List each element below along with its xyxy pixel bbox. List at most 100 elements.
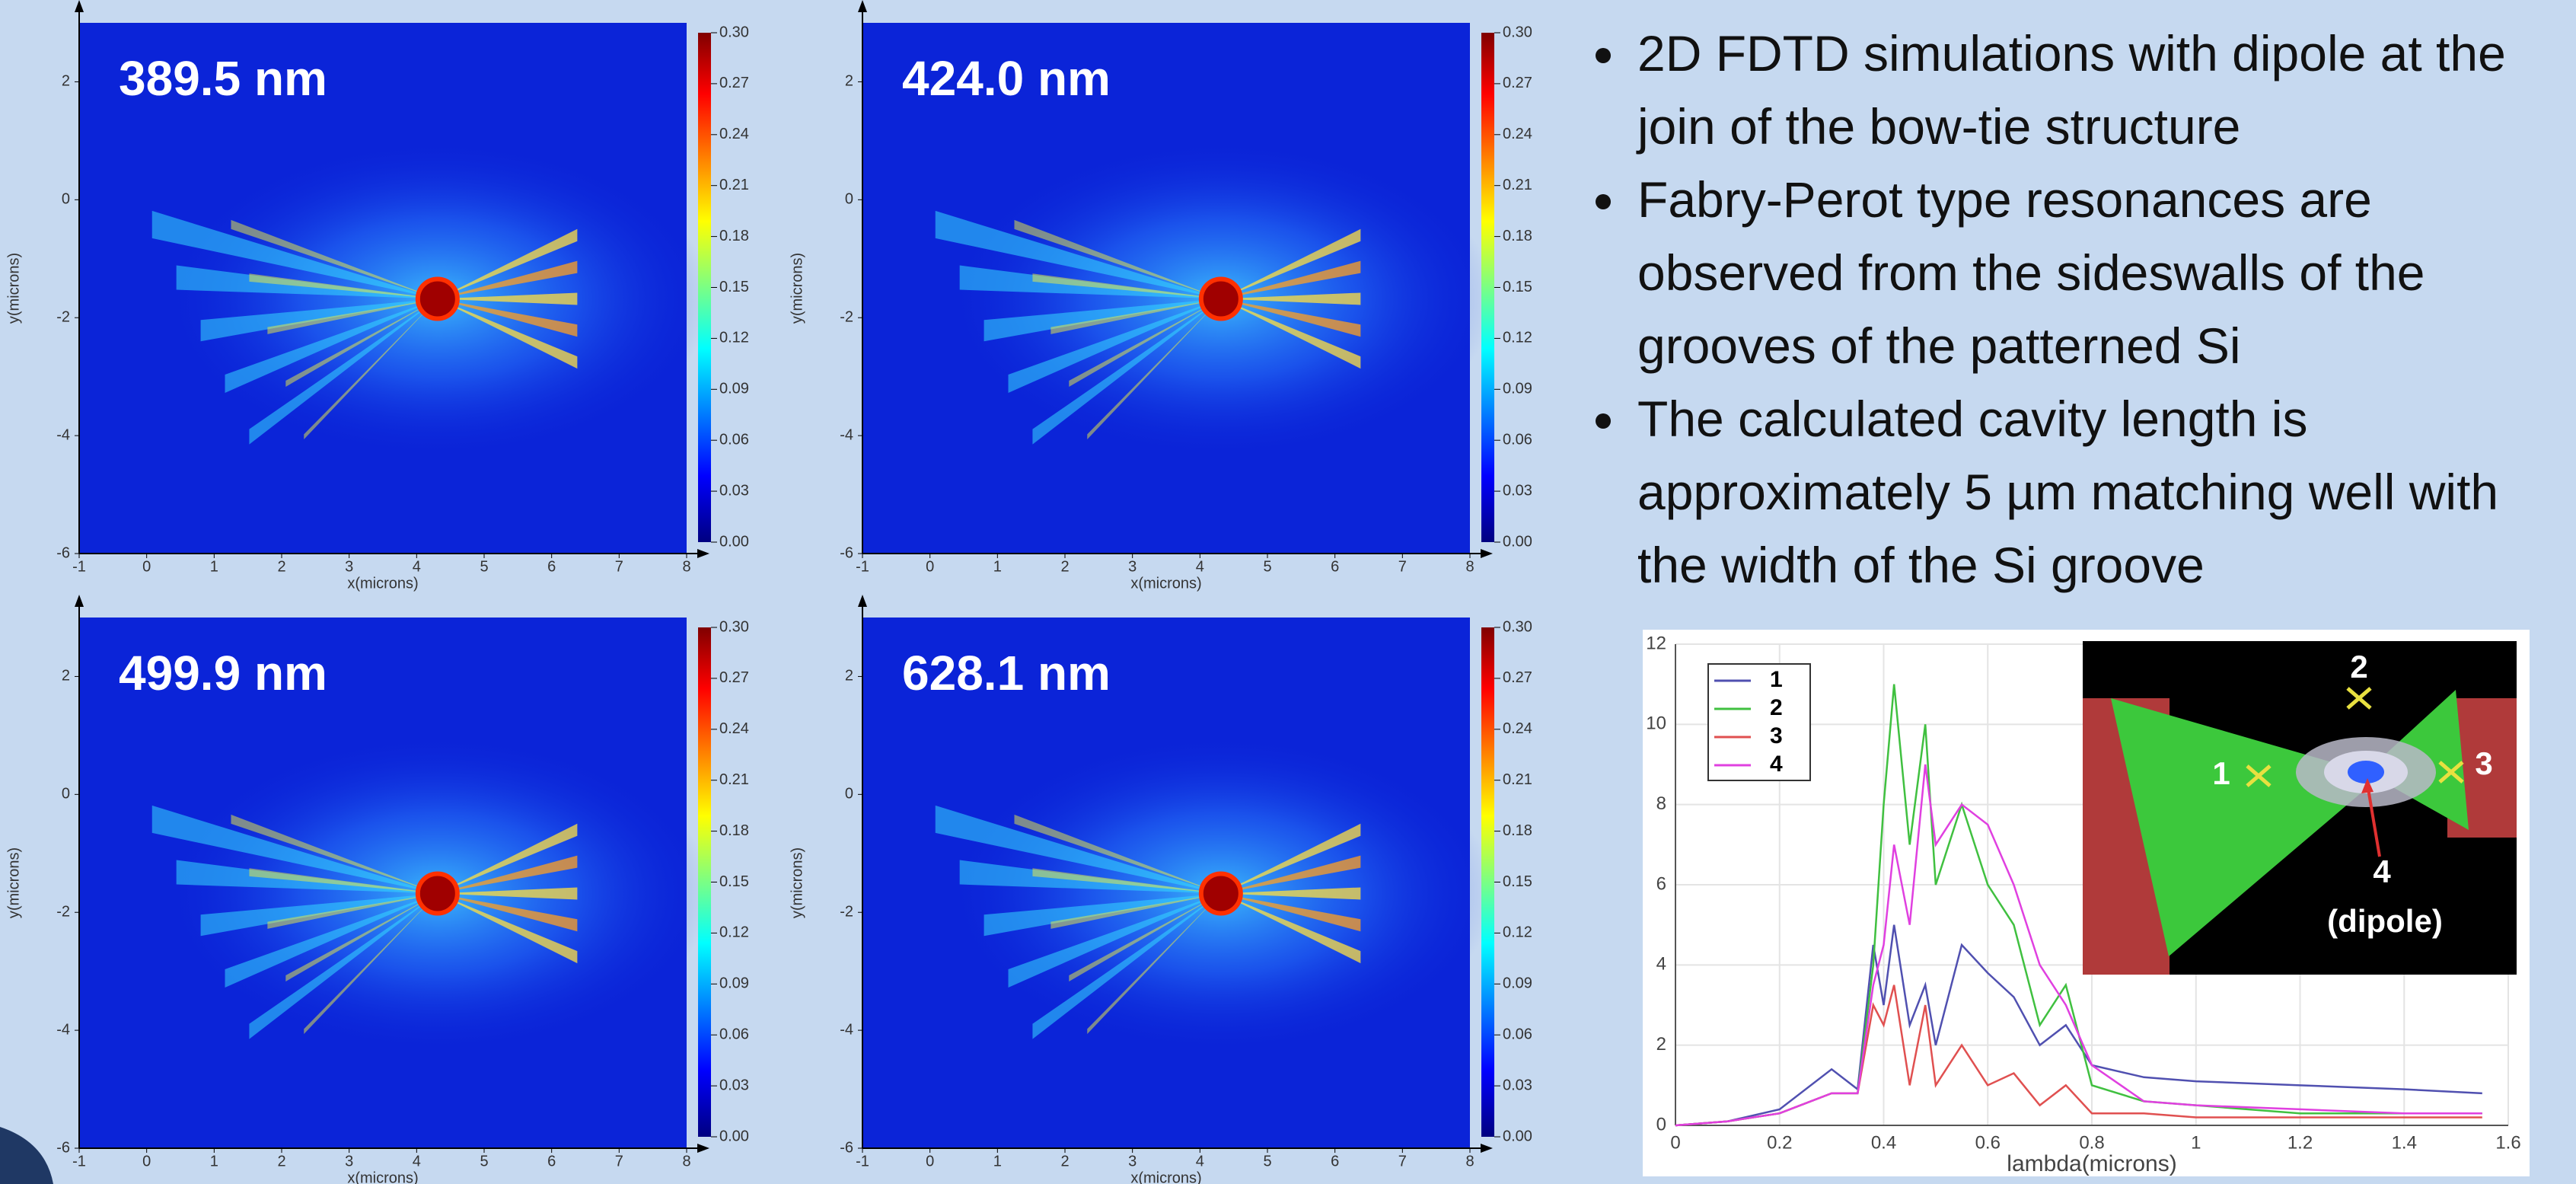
x-tick-label: 6 (1331, 1153, 1339, 1170)
colorbar (1481, 627, 1494, 1137)
colorbar (1481, 33, 1494, 542)
y-tick-label: -4 (56, 426, 70, 443)
y-tick-label: 2 (1656, 1034, 1666, 1055)
x-tick-label: 7 (615, 558, 623, 575)
y-tick-label: -4 (840, 426, 853, 443)
x-tick-label: 0.2 (1767, 1132, 1792, 1153)
colorbar-tick-label: 0.18 (719, 822, 749, 839)
panel-label: 628.1 nm (902, 646, 1111, 701)
hot-spot (418, 279, 457, 318)
colorbar-tick-label: 0.30 (719, 24, 749, 40)
x-axis-label: x(microns) (347, 1170, 418, 1184)
inset-label: 4 (2373, 854, 2391, 889)
x-tick-label: 8 (1465, 1153, 1474, 1170)
x-tick-label: 6 (547, 558, 556, 575)
bullet: 2D FDTD simulations with dipole at the j… (1631, 17, 2545, 163)
colorbar-tick-label: 0.21 (719, 177, 749, 193)
y-axis-label: y(microns) (5, 253, 22, 324)
x-tick-label: 7 (1398, 1153, 1407, 1170)
x-axis-label: x(microns) (1130, 575, 1201, 592)
x-tick-label: 2 (1060, 558, 1069, 575)
x-tick-label: 1 (993, 1153, 1002, 1170)
x-tick-label: 0.4 (1871, 1132, 1896, 1153)
colorbar-tick-label: 0.00 (719, 533, 749, 550)
colorbar-tick-label: 0.15 (719, 279, 749, 295)
x-axis-label: x(microns) (347, 575, 418, 592)
colorbar-tick-label: 0.12 (1503, 330, 1532, 346)
y-tick-label: -4 (840, 1021, 853, 1038)
axis-arrow (697, 1144, 709, 1153)
colorbar (698, 627, 711, 1137)
colorbar-tick-label: 0.06 (719, 431, 749, 448)
hot-spot (418, 873, 457, 913)
colorbar-tick-label: 0.24 (719, 720, 749, 737)
x-tick-label: 2 (1060, 1153, 1069, 1170)
y-tick-label: -6 (56, 544, 70, 561)
colorbar-tick-label: 0.24 (1503, 126, 1532, 142)
x-tick-label: 3 (345, 1153, 353, 1170)
x-tick-label: 8 (682, 1153, 690, 1170)
inset-label: (dipole) (2327, 903, 2443, 939)
inset-label: 2 (2350, 649, 2367, 685)
inset-label: 1 (2212, 755, 2230, 791)
colorbar-tick-label: 0.12 (719, 330, 749, 346)
colorbar-tick-label: 0.15 (1503, 873, 1532, 890)
colorbar-tick-label: 0.15 (1503, 279, 1532, 295)
colorbar-tick-label: 0.06 (719, 1026, 749, 1042)
dipole (2348, 761, 2384, 783)
x-tick-label: 7 (615, 1153, 623, 1170)
x-axis-label: lambda(microns) (2007, 1151, 2176, 1176)
legend-label: 3 (1770, 723, 1783, 748)
y-tick-label: -6 (840, 1139, 853, 1156)
y-tick-label: 0 (845, 786, 853, 803)
axis-arrow (858, 595, 867, 607)
colorbar-tick-label: 0.18 (1503, 228, 1532, 244)
y-tick-label: -6 (56, 1139, 70, 1156)
x-tick-label: 5 (480, 558, 488, 575)
x-tick-label: 1.4 (2392, 1132, 2417, 1153)
y-tick-label: 0 (845, 191, 853, 208)
colorbar-tick-label: 0.00 (1503, 533, 1532, 550)
x-tick-label: 0 (926, 558, 934, 575)
y-tick-label: 2 (62, 73, 70, 90)
axis-arrow (75, 595, 84, 607)
y-axis-label: y(microns) (789, 847, 805, 918)
colorbar-tick-label: 0.18 (1503, 822, 1532, 839)
x-tick-label: 4 (1196, 1153, 1204, 1170)
y-tick-label: 2 (845, 73, 853, 90)
x-tick-label: 6 (547, 1153, 556, 1170)
colorbar-tick-label: 0.00 (1503, 1128, 1532, 1144)
hot-spot (1201, 873, 1241, 913)
y-tick-label: -2 (840, 904, 853, 921)
x-tick-label: 0 (1670, 1132, 1680, 1153)
colorbar-tick-label: 0.06 (1503, 431, 1532, 448)
colorbar-tick-label: 0.18 (719, 228, 749, 244)
x-tick-label: 0.8 (2079, 1132, 2104, 1153)
colorbar-tick-label: 0.27 (719, 669, 749, 686)
colorbar-tick-label: 0.09 (1503, 975, 1532, 992)
bullet-list: 2D FDTD simulations with dipole at the j… (1631, 17, 2545, 602)
x-tick-label: 4 (413, 558, 421, 575)
axis-arrow (858, 0, 867, 12)
y-tick-label: -4 (56, 1021, 70, 1038)
y-tick-label: -2 (56, 904, 70, 921)
bullet: Fabry-Perot type resonances are observed… (1631, 163, 2545, 382)
colorbar (698, 33, 711, 542)
inset-label: 3 (2475, 745, 2492, 781)
colorbar-tick-label: 0.24 (1503, 720, 1532, 737)
colorbar-tick-label: 0.15 (719, 873, 749, 890)
y-tick-label: 4 (1656, 954, 1666, 975)
x-tick-label: 1 (2191, 1132, 2201, 1153)
y-tick-label: 0 (1656, 1114, 1666, 1135)
colorbar-tick-label: 0.09 (1503, 381, 1532, 397)
colorbar-tick-label: 0.27 (719, 75, 749, 91)
y-axis-label: y(microns) (5, 847, 22, 918)
x-tick-label: -1 (72, 558, 86, 575)
y-tick-label: -6 (840, 544, 853, 561)
x-tick-label: 3 (345, 558, 353, 575)
x-tick-label: -1 (72, 1153, 86, 1170)
legend-label: 1 (1770, 667, 1783, 692)
colorbar-tick-label: 0.03 (719, 1077, 749, 1093)
colorbar-tick-label: 0.09 (719, 381, 749, 397)
page: 389.5 nm-1012345678-6-4-202x(microns)y(m… (0, 0, 2576, 1184)
